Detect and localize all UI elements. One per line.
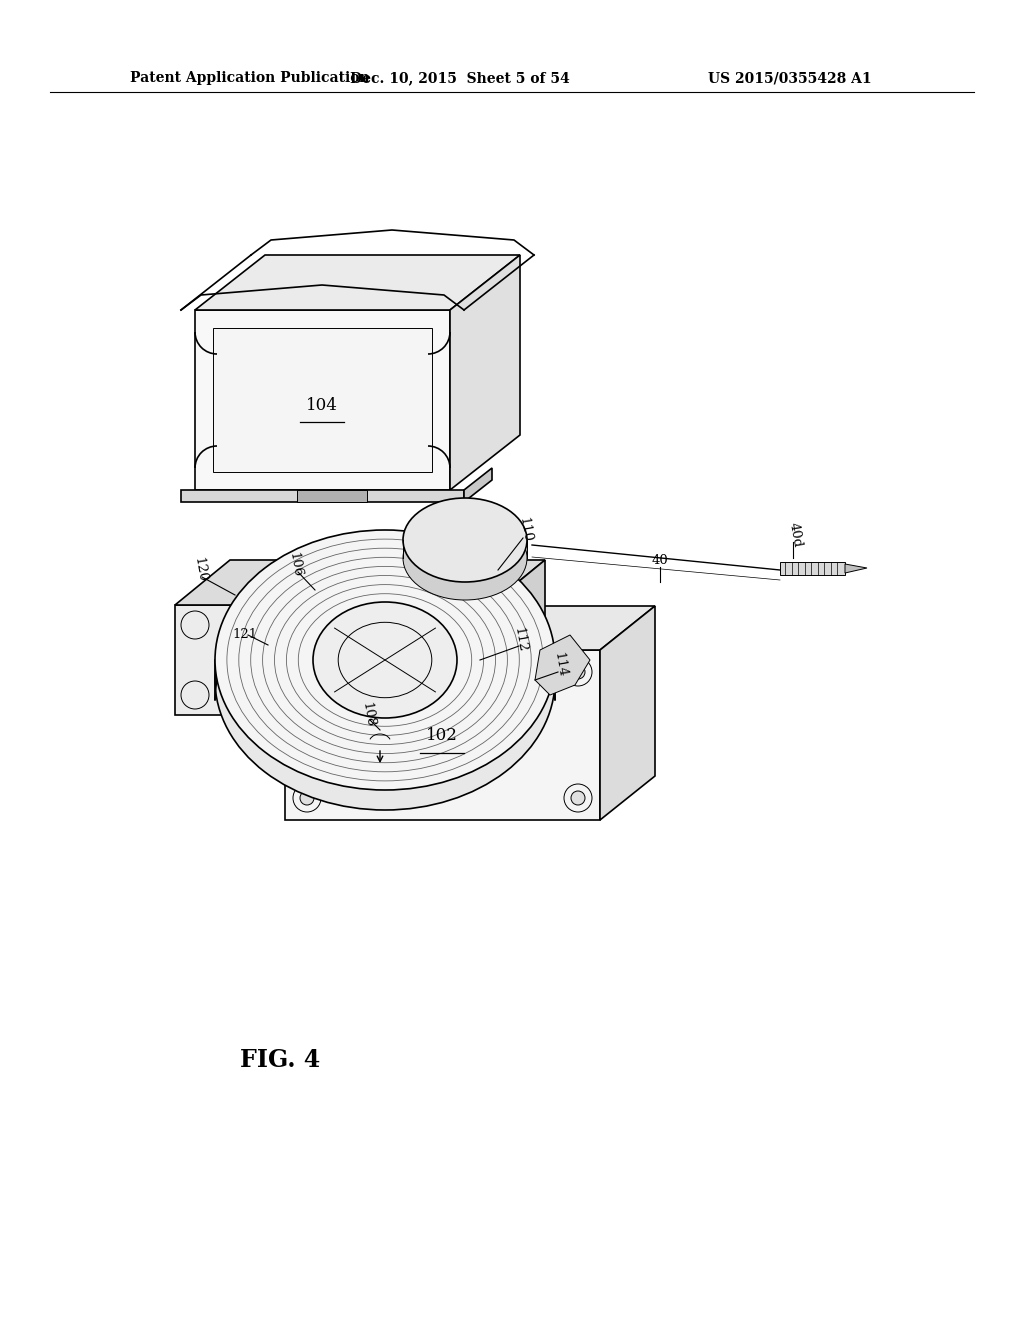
- Text: Patent Application Publication: Patent Application Publication: [130, 71, 370, 84]
- Polygon shape: [195, 310, 450, 490]
- Text: 106: 106: [287, 552, 303, 578]
- Ellipse shape: [215, 531, 555, 789]
- Polygon shape: [181, 490, 464, 502]
- Circle shape: [300, 665, 314, 678]
- Polygon shape: [297, 490, 367, 502]
- Ellipse shape: [403, 498, 527, 582]
- Text: 121: 121: [232, 628, 257, 642]
- Polygon shape: [490, 560, 545, 715]
- Polygon shape: [600, 606, 655, 820]
- Ellipse shape: [313, 602, 457, 718]
- Polygon shape: [285, 649, 600, 820]
- Polygon shape: [535, 635, 590, 696]
- Text: 102: 102: [426, 726, 458, 743]
- Polygon shape: [450, 255, 520, 490]
- Text: 40: 40: [651, 553, 669, 566]
- Ellipse shape: [215, 550, 555, 810]
- Text: FIG. 4: FIG. 4: [240, 1048, 321, 1072]
- Circle shape: [300, 791, 314, 805]
- Text: 114: 114: [551, 652, 568, 678]
- Polygon shape: [845, 564, 867, 573]
- Polygon shape: [285, 606, 655, 649]
- Polygon shape: [175, 605, 490, 715]
- Polygon shape: [175, 560, 545, 605]
- Text: 120: 120: [191, 557, 209, 583]
- Polygon shape: [213, 327, 432, 473]
- Circle shape: [571, 791, 585, 805]
- Text: 110: 110: [516, 516, 534, 544]
- Polygon shape: [195, 255, 520, 310]
- Text: 112: 112: [511, 627, 528, 653]
- Circle shape: [571, 665, 585, 678]
- Text: 40d: 40d: [786, 521, 804, 549]
- Text: US 2015/0355428 A1: US 2015/0355428 A1: [709, 71, 871, 84]
- Polygon shape: [464, 469, 492, 502]
- Text: Dec. 10, 2015  Sheet 5 of 54: Dec. 10, 2015 Sheet 5 of 54: [350, 71, 570, 84]
- Text: 104: 104: [306, 396, 338, 413]
- Ellipse shape: [403, 516, 527, 601]
- Polygon shape: [780, 562, 845, 576]
- Text: 108: 108: [359, 701, 377, 729]
